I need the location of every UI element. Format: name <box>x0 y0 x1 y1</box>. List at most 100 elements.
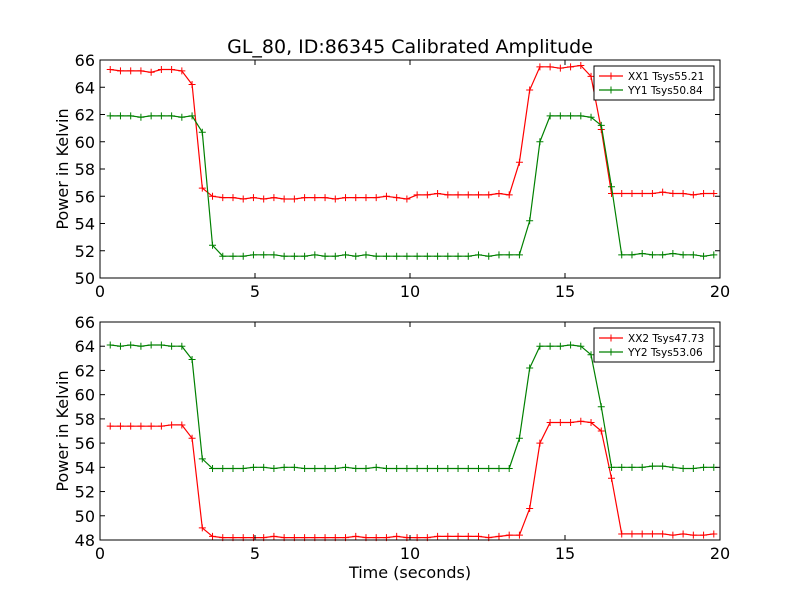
data-point <box>700 531 708 539</box>
data-point <box>464 191 472 199</box>
data-point <box>648 530 656 538</box>
data-point <box>249 463 257 471</box>
data-point <box>454 191 462 199</box>
y-tick-label: 64 <box>75 337 95 356</box>
y-tick-label: 50 <box>75 269 95 288</box>
data-point <box>628 463 636 471</box>
data-point <box>485 465 493 473</box>
data-point <box>628 251 636 259</box>
data-point <box>638 463 646 471</box>
data-point <box>311 194 319 202</box>
data-point <box>710 530 718 538</box>
data-point <box>219 194 227 202</box>
data-point <box>444 465 452 473</box>
data-point <box>290 252 298 260</box>
data-point <box>444 532 452 540</box>
data-point <box>628 190 636 198</box>
data-point <box>423 191 431 199</box>
data-point <box>209 532 217 540</box>
data-point <box>311 465 319 473</box>
data-point <box>515 251 523 259</box>
legend-label: XX1 Tsys55.21 <box>628 71 704 83</box>
data-point <box>352 194 360 202</box>
data-point <box>464 252 472 260</box>
x-tick-label: 10 <box>400 544 420 563</box>
data-point <box>577 61 585 69</box>
data-point <box>444 191 452 199</box>
data-point <box>301 465 309 473</box>
data-point <box>178 67 186 75</box>
data-point <box>669 249 677 257</box>
data-point <box>168 66 176 74</box>
data-point <box>229 252 237 260</box>
data-point <box>587 351 595 359</box>
data-point <box>229 194 237 202</box>
data-point <box>147 68 155 76</box>
data-point <box>393 532 401 540</box>
data-point <box>495 465 503 473</box>
legend-marker <box>607 334 615 342</box>
data-point <box>700 252 708 260</box>
y-tick-label: 60 <box>75 386 95 405</box>
y-tick-label: 52 <box>75 483 95 502</box>
data-point <box>679 465 687 473</box>
data-point <box>475 251 483 259</box>
data-point <box>382 252 390 260</box>
data-point <box>536 138 544 146</box>
data-point <box>454 252 462 260</box>
data-point <box>137 113 145 121</box>
y-tick-label: 58 <box>75 410 95 429</box>
data-point <box>434 190 442 198</box>
data-point <box>270 532 278 540</box>
data-point <box>475 465 483 473</box>
data-point <box>659 462 667 470</box>
data-point <box>515 158 523 166</box>
data-point <box>444 252 452 260</box>
data-point <box>413 465 421 473</box>
data-point <box>362 194 370 202</box>
data-point <box>209 465 217 473</box>
data-point <box>127 67 135 75</box>
x-tick-label: 15 <box>555 544 575 563</box>
data-point <box>577 417 585 425</box>
data-point <box>526 217 534 225</box>
data-point <box>567 112 575 120</box>
data-point <box>608 190 615 198</box>
data-point <box>403 195 411 203</box>
legend-box <box>593 327 715 363</box>
data-point <box>301 194 309 202</box>
data-point <box>710 251 718 259</box>
data-point <box>198 128 206 136</box>
data-point <box>301 252 309 260</box>
data-point <box>157 341 165 349</box>
data-point <box>393 194 401 202</box>
legend-label: XX2 Tsys47.73 <box>628 333 704 345</box>
data-point <box>106 422 114 430</box>
data-point <box>116 422 124 430</box>
data-point <box>556 64 564 72</box>
data-point <box>280 463 288 471</box>
data-point <box>157 66 165 74</box>
legend-label: YY1 Tsys50.84 <box>627 85 703 97</box>
data-point <box>352 532 360 540</box>
data-point <box>342 194 350 202</box>
data-point <box>679 251 687 259</box>
series-line-0-1 <box>110 115 714 257</box>
subplot-bottom: Power in Kelvin Time (seconds) 0 5 10 15 20 4… <box>53 313 730 582</box>
y-tick-label: 52 <box>75 242 95 261</box>
x-tick-label: 10 <box>400 282 420 301</box>
data-point <box>290 463 298 471</box>
ticks-top: 0 5 10 15 20 50 52 54 56 58 60 62 64 66 <box>75 51 731 301</box>
data-point <box>454 465 462 473</box>
data-point <box>536 63 544 71</box>
data-point <box>669 190 677 198</box>
data-point <box>546 63 554 71</box>
data-point <box>689 531 697 539</box>
data-point <box>260 463 268 471</box>
data-point <box>127 112 135 120</box>
data-point <box>495 251 503 259</box>
data-point <box>260 251 268 259</box>
plot-frame-bottom <box>99 321 721 541</box>
data-point <box>137 342 145 350</box>
data-point <box>618 251 626 259</box>
